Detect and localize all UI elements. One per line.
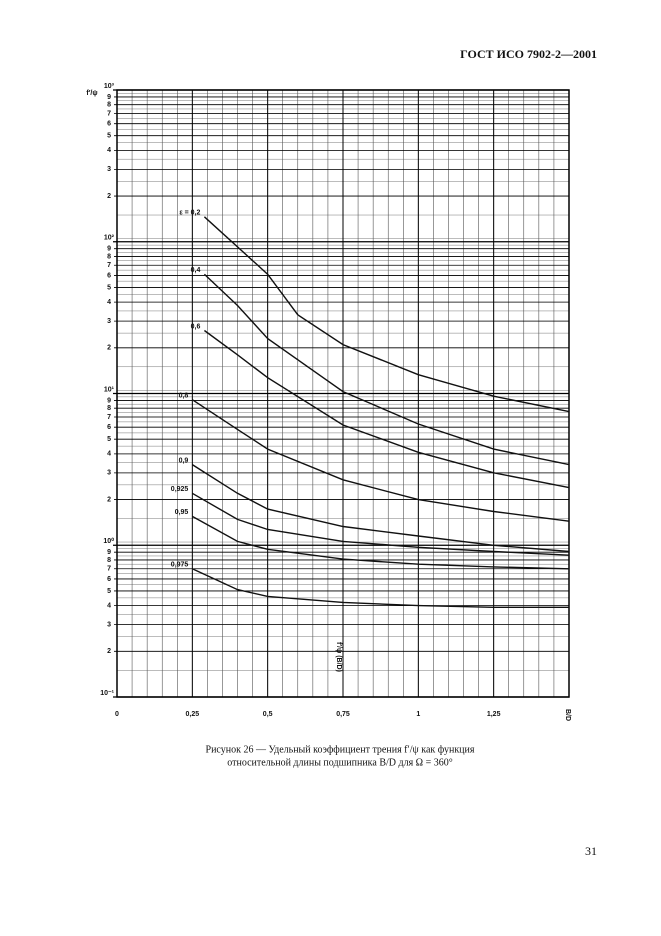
curve bbox=[192, 568, 569, 608]
y-tick-label: 10⁰ bbox=[103, 537, 114, 545]
y-tick-label: 6 bbox=[107, 424, 111, 431]
x-tick-label: 1,25 bbox=[487, 711, 501, 718]
series-label: 0,925 bbox=[171, 486, 189, 493]
y-tick-label: 5 bbox=[107, 588, 111, 595]
y-tick-label: 10² bbox=[104, 235, 115, 242]
y-tick-label: 8 bbox=[107, 102, 111, 109]
y-axis-label: f′/ψ bbox=[86, 90, 97, 97]
series-label: ε = 0,2 bbox=[179, 210, 200, 217]
y-tick-label: 6 bbox=[107, 121, 111, 128]
x-tick-label: 0,75 bbox=[336, 711, 350, 718]
x-tick-label: 1 bbox=[416, 711, 420, 718]
plot-frame bbox=[116, 89, 570, 698]
y-tick-label: 9 bbox=[107, 397, 111, 404]
annotation: f′/ψ (B/D) bbox=[335, 642, 342, 672]
y-tick-label: 8 bbox=[107, 557, 111, 564]
y-tick-label: 8 bbox=[107, 253, 111, 260]
curve bbox=[203, 329, 570, 489]
y-tick-label: 4 bbox=[107, 147, 111, 154]
caption-line: Рисунок 26 — Удельный коэффициент трения… bbox=[206, 744, 475, 755]
y-tick-label: 7 bbox=[107, 566, 111, 573]
y-tick-label: 5 bbox=[107, 284, 111, 291]
series-label: 0,9 bbox=[179, 457, 189, 464]
y-tick-label: 6 bbox=[107, 272, 111, 279]
series-label: 0,8 bbox=[179, 393, 189, 400]
y-tick-label: 2 bbox=[107, 496, 111, 503]
y-tick-label: 3 bbox=[107, 166, 111, 173]
curve bbox=[191, 399, 570, 522]
y-tick-label: 10³ bbox=[104, 83, 115, 90]
y-tick-label: 2 bbox=[107, 345, 111, 352]
y-tick-label: 7 bbox=[107, 414, 111, 421]
y-tick-label: 9 bbox=[107, 549, 111, 556]
series-label: 0,4 bbox=[191, 267, 201, 274]
x-tick-label: 0,25 bbox=[186, 711, 200, 718]
y-tick-label: 3 bbox=[107, 318, 111, 325]
y-tick-label: 2 bbox=[107, 193, 111, 200]
y-tick-label: 10⁻¹ bbox=[100, 690, 114, 697]
y-tick-label: 4 bbox=[107, 602, 111, 609]
y-tick-label: 6 bbox=[107, 576, 111, 583]
y-tick-label: 5 bbox=[107, 436, 111, 443]
series-label: 0,95 bbox=[175, 509, 189, 516]
y-tick-label: 7 bbox=[107, 262, 111, 269]
series-label: 0,975 bbox=[171, 562, 189, 569]
y-tick-label: 2 bbox=[107, 648, 111, 655]
caption-line: относительной длины подшипника B/D для Ω… bbox=[227, 757, 453, 768]
y-tick-label: 3 bbox=[107, 621, 111, 628]
series-label: 0,6 bbox=[191, 323, 201, 330]
y-tick-label: 7 bbox=[107, 110, 111, 117]
y-tick-label: 8 bbox=[107, 405, 111, 412]
page-number: 31 bbox=[585, 844, 597, 858]
y-tick-label: 5 bbox=[107, 133, 111, 140]
curve bbox=[203, 216, 570, 413]
x-axis-label: B/D bbox=[564, 709, 571, 721]
x-tick-label: 0 bbox=[115, 711, 119, 718]
curve bbox=[191, 515, 570, 570]
curve bbox=[203, 273, 570, 466]
header: ГОСТ ИСО 7902-2—2001 bbox=[460, 47, 597, 61]
x-tick-label: 0,5 bbox=[263, 711, 273, 718]
y-tick-label: 9 bbox=[107, 94, 111, 101]
y-tick-label: 10¹ bbox=[104, 386, 115, 393]
curve bbox=[191, 464, 570, 553]
y-tick-label: 4 bbox=[107, 299, 111, 306]
curve bbox=[191, 492, 570, 556]
y-tick-label: 4 bbox=[107, 451, 111, 458]
y-tick-label: 9 bbox=[107, 246, 111, 253]
y-tick-label: 3 bbox=[107, 470, 111, 477]
